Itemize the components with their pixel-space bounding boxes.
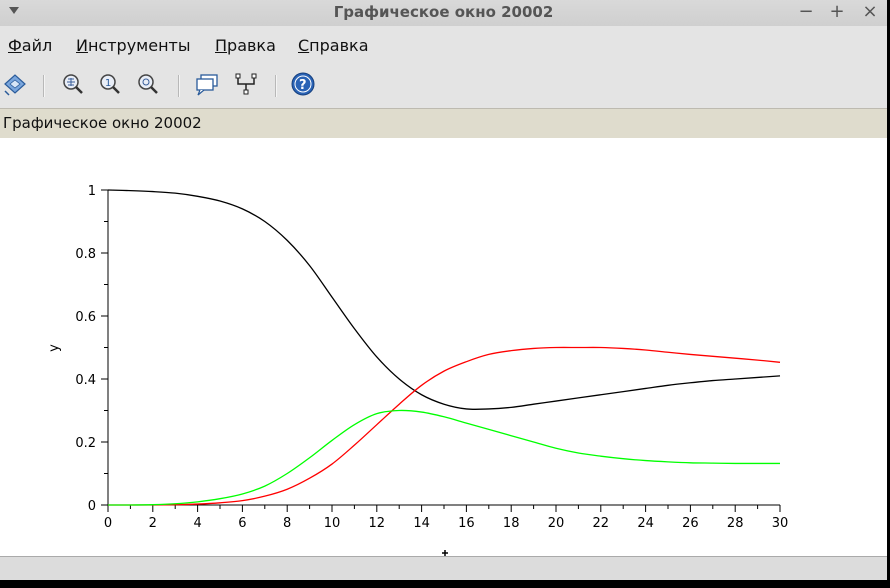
figure-label-bar: Графическое окно 20002 [0,108,887,139]
x-tick-label: 16 [458,516,475,531]
x-tick-label: 24 [637,516,654,531]
status-bar [0,556,887,580]
menu-label: правка [309,36,369,55]
series-line-3 [107,409,780,506]
y-tick-label: 0 [88,499,96,514]
plot-canvas[interactable]: y 0 2 4 6 8 10 12 14 16 18 20 22 24 26 28 30 0 0.2 0.4 0.6 0… [0,138,887,556]
y-tick-label: 0.4 [75,373,96,388]
menu-tools[interactable]: Инструменты [76,36,191,55]
svg-text:1: 1 [105,78,111,89]
close-button[interactable]: × [862,1,878,22]
datatip-icon[interactable] [194,71,220,97]
zoom-out-icon[interactable] [135,71,161,97]
series-line-1 [107,189,781,410]
x-tick-label: 18 [503,516,520,531]
edit-data-icon[interactable] [233,71,259,97]
svg-text:?: ? [299,78,307,93]
rotate-icon[interactable] [2,71,28,97]
x-tick-label: 22 [593,516,610,531]
minimize-button[interactable]: − [798,1,814,22]
toolbar: 1 [0,68,887,104]
menu-help[interactable]: Справка [298,36,369,55]
x-tick-label: 12 [369,516,386,531]
x-tick-label: 2 [149,516,157,531]
menu-file[interactable]: Файл [8,36,52,55]
y-tick-label: 0.8 [75,247,96,262]
series-line-2 [108,346,781,506]
maximize-button[interactable]: + [829,1,845,22]
menu-label: айл [21,36,53,55]
figure-label: Графическое окно 20002 [3,114,202,132]
line-chart: y 0 2 4 6 8 10 12 14 16 18 20 22 24 26 28 3000.20.40.60… [47,184,789,556]
help-icon[interactable]: ? [290,71,316,97]
menu-mnemonic: Ф [8,36,22,55]
x-tick-label: 26 [682,516,699,531]
menu-bar: Файл Инструменты Правка Справка [0,30,887,62]
x-tick-label: 10 [324,516,341,531]
x-tick-label: 8 [283,516,291,531]
menu-mnemonic: П [215,36,228,55]
menu-label: нструменты [87,36,191,55]
zoom-original-icon[interactable]: 1 [97,71,123,97]
y-tick-label: 0.6 [75,310,96,325]
toolbar-separator [178,75,180,97]
menu-mnemonic: И [76,36,88,55]
title-bar[interactable]: Графическое окно 20002 − + × [0,0,887,26]
window-title: Графическое окно 20002 [333,3,554,21]
x-tick-label: 4 [193,516,201,531]
x-tick-label: 28 [727,516,744,531]
zoom-grid-icon[interactable] [60,71,86,97]
toolbar-separator [275,75,277,97]
window-menu-arrow-icon[interactable] [9,7,19,14]
y-tick-label: 1 [88,184,96,199]
x-tick-label: 30 [772,516,789,531]
toolbar-separator [43,75,45,97]
x-tick-label: 14 [413,516,430,531]
x-tick-label: 6 [238,516,246,531]
x-tick-label: 20 [548,516,565,531]
y-axis-label: y [47,344,62,352]
y-tick-label: 0.2 [75,436,96,451]
menu-label: равка [227,36,276,55]
menu-edit[interactable]: Правка [215,36,276,55]
x-tick-label: 0 [104,516,112,531]
menu-mnemonic: С [298,36,310,55]
